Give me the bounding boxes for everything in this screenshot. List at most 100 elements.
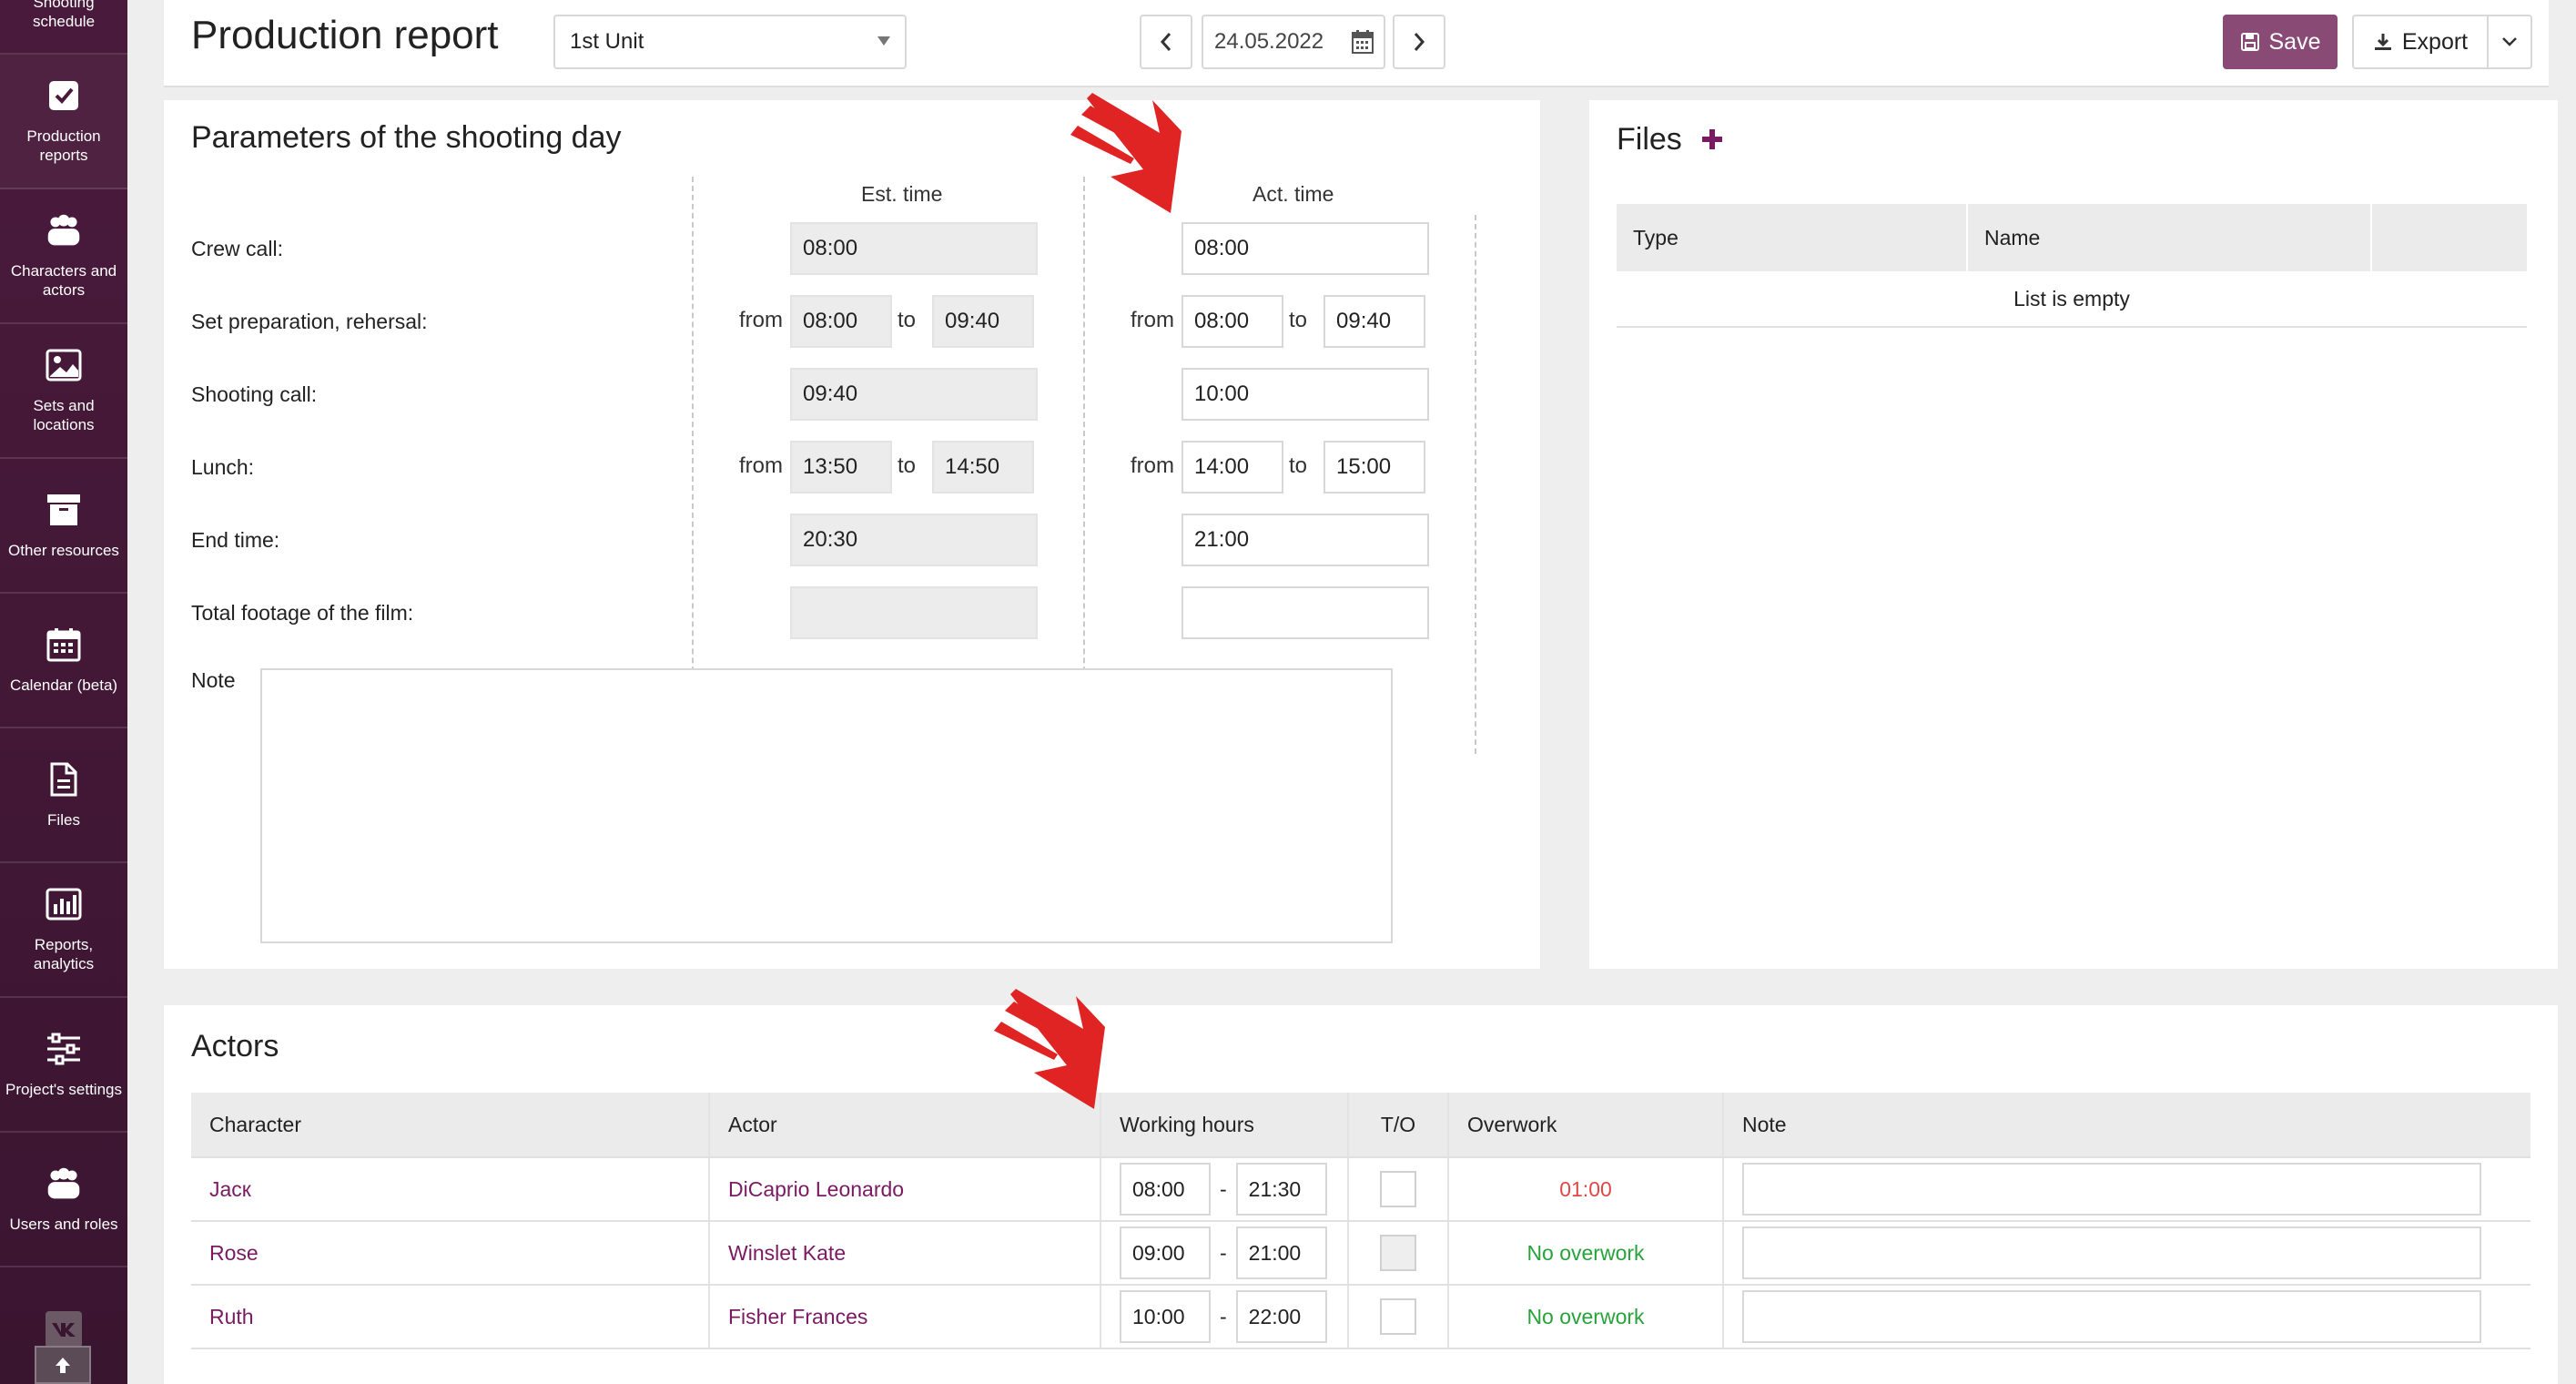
actor-link[interactable]: DiCaprio Leonardo [728,1176,905,1201]
separator: - [1220,1304,1227,1328]
sidebar-item-label: Sets and locations [33,397,95,433]
floppy-icon [2240,33,2259,51]
export-label: Export [2401,28,2469,55]
sidebar-item-files[interactable]: Files [0,728,127,863]
note-input[interactable] [1742,1163,2481,1216]
calendar-icon [46,626,82,663]
to-checkbox[interactable] [1380,1235,1416,1271]
parameters-title: Parameters of the shooting day [191,120,622,155]
note-input[interactable] [1742,1290,2481,1343]
to-checkbox[interactable] [1380,1298,1416,1335]
chevron-left-icon [1160,33,1171,51]
lunch-act-from[interactable]: 14:00 [1182,441,1283,494]
column-header-character: Character [191,1093,710,1156]
actor-link[interactable]: Fisher Frances [728,1304,868,1328]
column-header-note: Note [1742,1112,1787,1136]
end-time-act-field[interactable]: 21:00 [1182,514,1429,566]
sidebar: Shooting schedule Production reports Cha… [0,0,127,1384]
set-prep-act-from[interactable]: 08:00 [1182,295,1283,348]
next-date-button[interactable] [1393,15,1445,69]
to-label: to [1289,453,1308,478]
column-header-actor: Actor [710,1093,1101,1156]
calendar-icon[interactable] [1351,29,1374,61]
character-link[interactable]: Ruth [209,1304,254,1328]
lunch-est-from: 13:50 [790,441,892,494]
from-label: from [739,453,783,478]
annotation-arrow-icon [1070,93,1182,213]
column-header-working-hours: Working hours [1101,1093,1349,1156]
character-link[interactable]: Jacк [209,1176,251,1201]
sidebar-item-users-roles[interactable]: Users and roles [0,1133,127,1267]
date-value: 24.05.2022 [1214,29,1324,54]
separator: - [1220,1240,1227,1265]
sidebar-item-label: Files [47,810,80,829]
set-prep-est-to: 09:40 [932,295,1034,348]
people-icon [46,212,82,249]
shooting-call-est-field: 09:40 [790,368,1038,421]
to-checkbox[interactable] [1380,1171,1416,1207]
footage-act-field[interactable] [1182,586,1429,639]
sidebar-item-shooting-schedule[interactable]: Shooting schedule [0,0,127,55]
actors-table: Character Actor Working hours T/O Overwo… [191,1093,2530,1349]
sidebar-item-sets-locations[interactable]: Sets and locations [0,324,127,459]
save-button[interactable]: Save [2223,15,2338,69]
sidebar-item-calendar[interactable]: Calendar (beta) [0,594,127,728]
hours-to-input[interactable]: 21:00 [1235,1226,1327,1279]
prev-date-button[interactable] [1140,15,1192,69]
plus-icon [1702,129,1722,149]
crew-call-label: Crew call: [191,237,283,260]
est-time-header: Est. time [861,182,943,206]
hours-from-input[interactable]: 09:00 [1120,1226,1211,1279]
parameters-panel: Parameters of the shooting day Est. time… [164,100,1540,969]
hours-from-input[interactable]: 10:00 [1120,1290,1211,1343]
note-textarea[interactable] [260,668,1393,943]
scroll-up-button[interactable] [35,1346,91,1384]
crew-call-est-field: 08:00 [790,222,1038,275]
unit-select[interactable]: 1st Unit [553,15,907,69]
set-prep-label: Set preparation, rehersal: [191,310,428,333]
vk-icon[interactable] [46,1311,82,1348]
crew-call-act-field[interactable]: 08:00 [1182,222,1429,275]
lunch-act-to[interactable]: 15:00 [1323,441,1425,494]
archive-icon [46,492,82,528]
overwork-value: No overwork [1526,1240,1645,1265]
set-prep-est-from: 08:00 [790,295,892,348]
users-icon [46,1165,82,1202]
divider [1083,177,1085,754]
sidebar-item-characters-actors[interactable]: Characters and actors [0,189,127,324]
annotation-arrow-icon [994,989,1105,1109]
sidebar-item-production-reports[interactable]: Production reports [0,55,127,189]
bar-chart-icon [46,886,82,922]
column-header-type[interactable]: Type [1617,204,1968,271]
column-header-name[interactable]: Name [1968,204,2372,271]
set-prep-act-to[interactable]: 09:40 [1323,295,1425,348]
export-dropdown-button[interactable] [2487,15,2532,69]
sidebar-item-reports[interactable]: Reports, analytics [0,863,127,998]
from-label: from [1131,308,1174,332]
actor-link[interactable]: Winslet Kate [728,1240,847,1265]
column-header-to: T/O [1349,1093,1449,1156]
character-link[interactable]: Rose [209,1240,259,1265]
separator: - [1220,1176,1227,1201]
sidebar-item-label: Users and roles [9,1215,118,1233]
hours-to-input[interactable]: 22:00 [1235,1290,1327,1343]
sliders-icon [46,1031,82,1067]
add-file-button[interactable] [1700,127,1724,156]
files-title: Files [1617,122,1682,157]
sidebar-item-label: Reports, analytics [33,936,95,972]
date-field[interactable]: 24.05.2022 [1202,15,1385,69]
sidebar-item-project-settings[interactable]: Project's settings [0,998,127,1133]
note-input[interactable] [1742,1226,2481,1279]
hours-to-input[interactable]: 21:30 [1235,1163,1327,1216]
hours-from-input[interactable]: 08:00 [1120,1163,1211,1216]
file-icon [46,761,82,798]
footage-est-field [790,586,1038,639]
shooting-call-label: Shooting call: [191,382,318,406]
lunch-est-to: 14:50 [932,441,1034,494]
shooting-call-act-field[interactable]: 10:00 [1182,368,1429,421]
page-title: Production report [191,13,499,57]
to-label: to [898,308,917,332]
chevron-right-icon [1414,33,1425,51]
export-button[interactable]: Export [2352,15,2489,69]
sidebar-item-other-resources[interactable]: Other resources [0,459,127,594]
